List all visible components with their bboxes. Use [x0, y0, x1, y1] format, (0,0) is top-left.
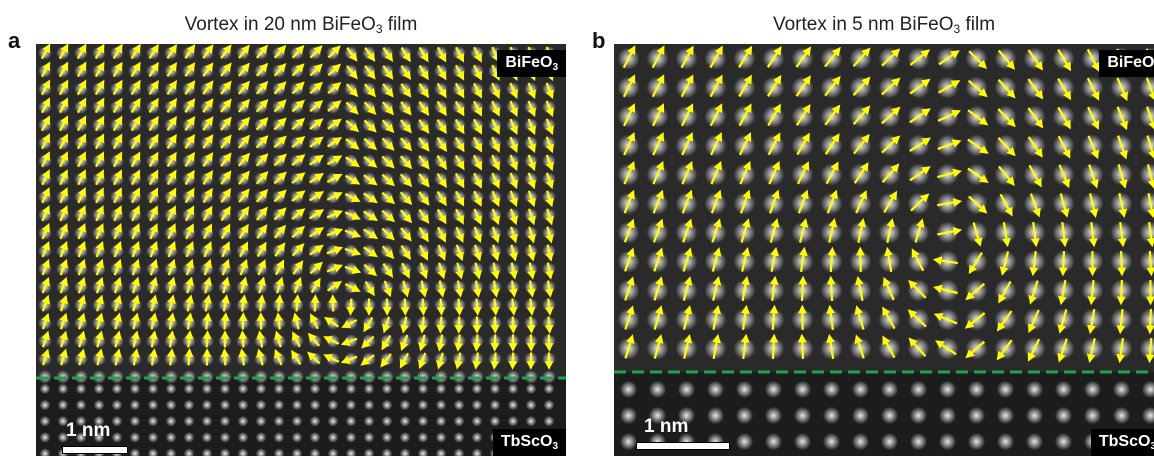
film-label-a-text: BiFeO [505, 54, 553, 71]
film-label-panel-b: BiFeO3 [1099, 50, 1154, 77]
substrate-label-b-text: TbScO [1098, 433, 1151, 450]
polarization-arrows [40, 44, 554, 370]
micrograph-panel-b: BiFeO3 TbScO3 1 nm [614, 44, 1154, 456]
panel-a-letter: a [8, 28, 21, 53]
panel-a-title-text: Vortex in 20 nm BiFeO [184, 14, 376, 35]
panel-b-title-subscript: 3 [953, 22, 961, 36]
panel-a-title: Vortex in 20 nm BiFeO3 film [36, 14, 566, 36]
substrate-label-a-sub: 3 [552, 441, 558, 452]
panel-a-title-suffix: film [382, 14, 418, 35]
panel-b-letter: b [592, 28, 606, 53]
substrate-label-a-text: TbScO [500, 433, 553, 450]
substrate-label-b-sub: 3 [1150, 441, 1154, 452]
scale-bar-label-b: 1 nm [644, 416, 689, 437]
scale-bar-label-a: 1 nm [66, 420, 111, 441]
panel-b-title: Vortex in 5 nm BiFeO3 film [614, 14, 1154, 36]
micrograph-b-image [614, 44, 1154, 456]
panel-a-title-subscript: 3 [375, 22, 383, 36]
scale-bar-a [62, 446, 128, 454]
film-label-panel-a: BiFeO3 [497, 50, 566, 77]
substrate-label-panel-a: TbScO3 [492, 429, 566, 456]
micrograph-panel-a: BiFeO3 TbScO3 1 nm [36, 44, 566, 456]
panel-b-title-text: Vortex in 5 nm BiFeO [772, 14, 954, 35]
substrate-label-panel-b: TbScO3 [1090, 429, 1154, 456]
panel-b-title-suffix: film [960, 14, 996, 35]
scale-bar-b [636, 442, 730, 450]
film-label-a-sub: 3 [552, 62, 558, 73]
micrograph-a-image [36, 44, 566, 456]
film-label-b-text: BiFeO [1107, 54, 1154, 71]
